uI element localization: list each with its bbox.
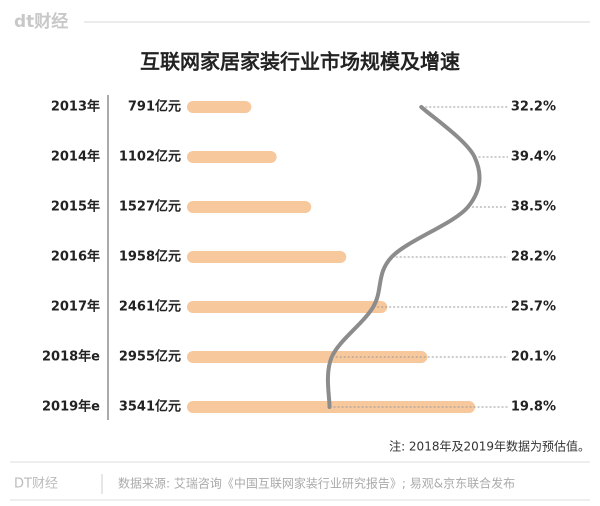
category-label: 2014年: [51, 149, 100, 165]
category-label: 2013年: [51, 99, 100, 115]
growth-label: 39.4%: [511, 150, 556, 165]
footer-source: 数据来源: 艾瑞咨询《中国互联网家装行业研究报告》; 易观&京东联合发布: [118, 476, 515, 491]
category-label: 2018年e: [42, 349, 100, 365]
logo: dt财经: [14, 11, 68, 32]
category-label: 2015年: [51, 199, 100, 215]
bar: [187, 201, 312, 213]
bar: [187, 351, 428, 363]
category-label: 2017年: [51, 299, 100, 315]
growth-label: 25.7%: [511, 300, 556, 315]
value-label: 1102亿元: [119, 149, 181, 165]
growth-label: 28.2%: [511, 250, 556, 265]
chart-title: 互联网家居家装行业市场规模及增速: [140, 50, 460, 74]
growth-curve: [325, 105, 482, 409]
value-label: 3541亿元: [119, 399, 181, 415]
category-label: 2016年: [51, 249, 100, 265]
value-label: 791亿元: [128, 99, 181, 115]
value-label: 1527亿元: [119, 199, 181, 215]
value-label: 2461亿元: [119, 299, 181, 315]
bar: [187, 251, 347, 263]
growth-label: 38.5%: [511, 200, 556, 215]
note: 注: 2018年及2019年数据为预估值。: [389, 439, 590, 454]
category-label: 2019年e: [42, 399, 100, 415]
value-label: 1958亿元: [119, 249, 181, 265]
footer-brand: DT财经: [14, 477, 58, 492]
value-label: 2955亿元: [119, 349, 181, 365]
bar: [187, 301, 388, 313]
bar: [187, 151, 277, 163]
bar: [187, 101, 252, 113]
growth-label: 32.2%: [511, 100, 556, 115]
growth-label: 20.1%: [511, 350, 556, 365]
growth-label: 19.8%: [511, 400, 556, 415]
